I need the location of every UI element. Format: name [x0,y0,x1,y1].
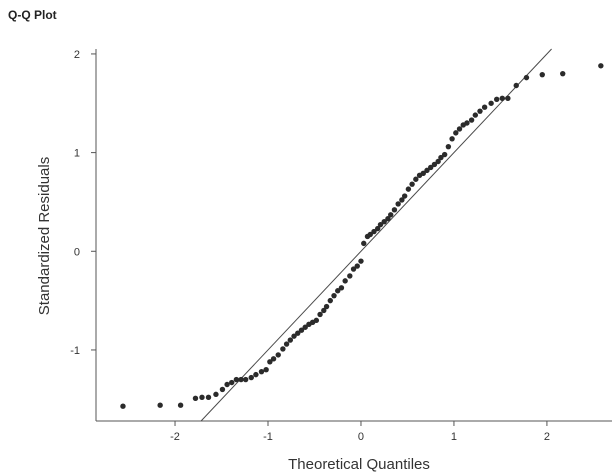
data-point [302,324,308,330]
data-point [494,96,500,103]
data-point [456,126,463,132]
reference-line [200,48,552,422]
data-point [253,371,259,378]
data-point [453,130,459,136]
data-point [371,228,377,235]
data-point [361,240,367,247]
data-point [248,374,254,381]
data-point [331,292,337,299]
data-point [258,368,265,375]
data-point [263,366,269,373]
data-points [120,63,604,409]
data-point [267,359,273,365]
y-tick-label: -1 [70,345,80,357]
data-point [431,161,438,168]
data-point [381,218,387,225]
data-point [367,231,373,238]
x-tick-label: -1 [263,431,273,443]
data-point [287,337,294,343]
data-point [317,311,323,318]
data-point [560,70,566,77]
y-tick-label: 0 [74,246,80,258]
data-point [120,403,126,409]
data-point [405,186,412,192]
data-point [409,181,415,187]
x-tick-label: -2 [170,431,180,443]
data-point [354,263,360,269]
data-point [375,225,381,232]
data-point [385,216,391,222]
data-point [391,207,398,213]
data-point [449,136,455,142]
data-point [157,402,163,408]
x-tick-label: 0 [358,431,364,443]
data-point [283,341,290,347]
data-point [399,197,405,203]
chart-title: Q-Q Plot [8,8,57,22]
data-point [224,381,230,388]
plot-area: -2 -1 0 1 2 -1 0 1 2 [70,48,612,443]
data-point [424,167,430,174]
data-point [177,402,184,408]
data-point [477,108,483,114]
data-point [428,164,434,171]
data-point [270,356,277,362]
data-point [205,394,212,401]
y-axis-label: Standardized Residuals [36,157,53,315]
data-point [513,82,519,89]
data-point [468,117,475,123]
y-tick-label: 1 [74,148,80,160]
data-point [342,278,348,284]
data-point [338,285,345,291]
data-point [295,330,301,336]
data-point [413,176,419,182]
x-axis-label: Theoretical Quantiles [288,456,430,473]
data-point [321,307,327,314]
data-point [291,333,297,339]
data-point [523,74,530,81]
data-point [488,100,494,106]
data-point [377,221,384,228]
data-point [395,201,401,207]
data-point [464,120,470,126]
data-point [358,258,364,264]
data-point [598,63,604,69]
data-point [401,193,408,199]
data-point [441,151,448,158]
data-point [213,391,219,398]
data-point [335,288,341,294]
data-point [420,170,426,177]
data-point [199,394,205,401]
x-tick-label: 1 [451,431,457,443]
data-point [472,112,479,118]
data-point [350,266,357,272]
data-point [481,104,488,110]
y-tick-label: 2 [74,49,80,61]
data-point [347,273,353,279]
x-tick-label: 2 [544,431,550,443]
data-point [539,71,545,78]
data-point [445,143,452,150]
data-point [238,376,244,383]
data-point [313,317,320,324]
data-point [229,379,235,386]
data-point [388,212,394,218]
data-point [505,95,511,102]
data-point [327,297,333,304]
data-point [192,395,199,402]
data-point [438,154,444,161]
data-point [219,386,226,393]
data-point [233,376,240,383]
data-point [275,352,281,358]
data-point [298,327,305,333]
data-point [499,95,505,102]
data-point [435,158,441,165]
data-point [323,303,330,310]
data-point [280,346,286,352]
data-point [242,376,249,383]
